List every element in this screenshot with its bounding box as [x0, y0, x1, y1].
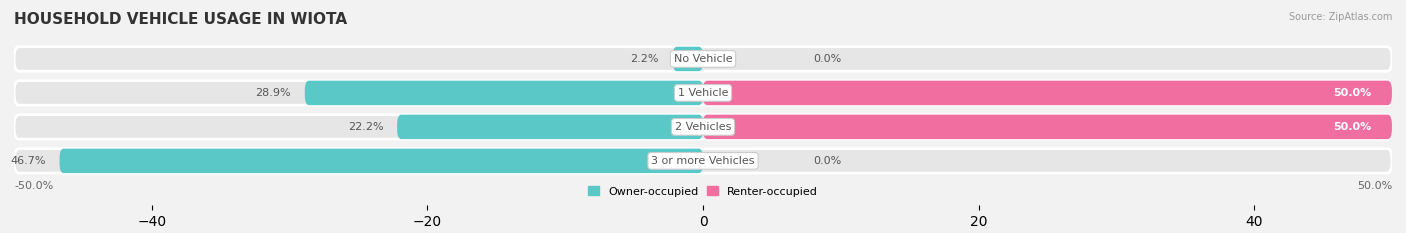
FancyBboxPatch shape	[14, 47, 1392, 71]
Text: 50.0%: 50.0%	[1333, 122, 1371, 132]
FancyBboxPatch shape	[396, 115, 703, 139]
Text: Source: ZipAtlas.com: Source: ZipAtlas.com	[1288, 12, 1392, 22]
Text: 28.9%: 28.9%	[256, 88, 291, 98]
Text: HOUSEHOLD VEHICLE USAGE IN WIOTA: HOUSEHOLD VEHICLE USAGE IN WIOTA	[14, 12, 347, 27]
Text: -50.0%: -50.0%	[14, 181, 53, 191]
Text: 0.0%: 0.0%	[813, 156, 841, 166]
Text: 50.0%: 50.0%	[1333, 88, 1371, 98]
Text: 1 Vehicle: 1 Vehicle	[678, 88, 728, 98]
Text: 3 or more Vehicles: 3 or more Vehicles	[651, 156, 755, 166]
FancyBboxPatch shape	[703, 81, 1392, 105]
FancyBboxPatch shape	[14, 81, 1392, 105]
FancyBboxPatch shape	[59, 149, 703, 173]
FancyBboxPatch shape	[14, 149, 1392, 173]
Legend: Owner-occupied, Renter-occupied: Owner-occupied, Renter-occupied	[588, 186, 818, 197]
FancyBboxPatch shape	[14, 115, 1392, 139]
Text: 2 Vehicles: 2 Vehicles	[675, 122, 731, 132]
FancyBboxPatch shape	[703, 115, 1392, 139]
FancyBboxPatch shape	[672, 47, 703, 71]
Text: 50.0%: 50.0%	[1357, 181, 1392, 191]
Text: 46.7%: 46.7%	[10, 156, 46, 166]
Text: No Vehicle: No Vehicle	[673, 54, 733, 64]
FancyBboxPatch shape	[305, 81, 703, 105]
Text: 0.0%: 0.0%	[813, 54, 841, 64]
Text: 22.2%: 22.2%	[347, 122, 384, 132]
Text: 2.2%: 2.2%	[630, 54, 659, 64]
